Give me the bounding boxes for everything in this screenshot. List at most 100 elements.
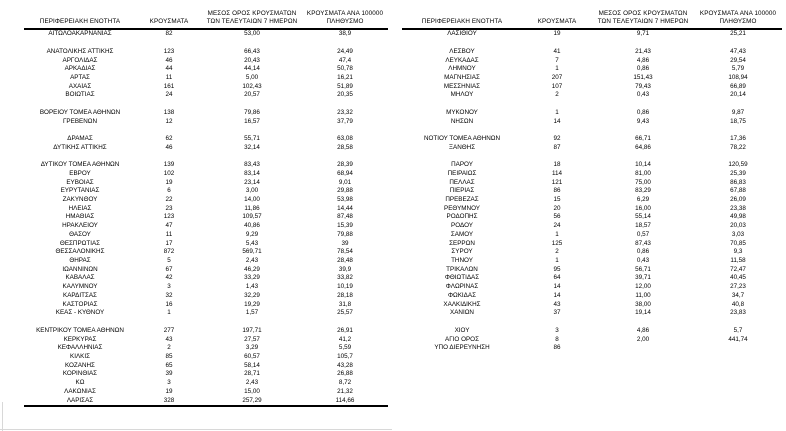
spacer-row — [402, 318, 782, 327]
table-row: ΜΥΚΟΝΟΥ 1 0,86 9,87 — [402, 109, 782, 118]
cases-cell: 6 — [167, 187, 171, 195]
per100k-cell: 28,58 — [337, 143, 353, 151]
table-row: ΕΒΡΟΥ 102 83,14 68,94 — [24, 170, 388, 179]
avg7-cell: 40,86 — [244, 222, 260, 230]
table-row: ΜΕΣΣΗΝΙΑΣ 107 79,43 66,89 — [402, 83, 782, 92]
per100k-cell: 49,98 — [730, 213, 746, 221]
table-row: ΥΠΟ ΔΙΕΡΕΥΝΗΣΗ 86 — [402, 344, 782, 353]
avg7-cell: 83,14 — [244, 169, 260, 177]
table-row: ΚΙΛΚΙΣ 85 60,57 105,7 — [24, 353, 388, 362]
cases-cell: 1 — [167, 309, 171, 317]
per100k-cell: 28,18 — [337, 291, 353, 299]
cases-cell: 47 — [165, 222, 173, 230]
per100k-cell: 78,54 — [337, 248, 353, 256]
col-header-avg7-label: ΜΕΣΟΣ ΟΡΟΣ ΚΡΟΥΣΜΑΤΩΝ ΤΩΝ ΤΕΛΕΥΤΑΙΩΝ 7 Η… — [206, 10, 298, 26]
col-header-per100k-label: ΚΡΟΥΣΜΑΤΑ ΑΝΑ 100000 ΠΛΗΘΥΣΜΟ — [306, 10, 384, 26]
region-name-cell: ΧΙΟΥ — [454, 326, 470, 334]
region-name-cell: ΤΡΙΚΑΛΩΝ — [446, 265, 478, 273]
avg7-cell: 11,86 — [244, 204, 260, 212]
avg7-cell: 1,43 — [245, 283, 259, 291]
avg7-cell: 9,43 — [636, 117, 650, 125]
region-name-cell: ΚΑΛΥΜΝΟΥ — [62, 283, 98, 291]
per100k-cell: 23,38 — [730, 204, 746, 212]
avg7-cell: 79,43 — [635, 82, 651, 90]
cases-cell: 328 — [136, 396, 202, 408]
table-row: ΡΟΔΟΥ 24 18,57 20,03 — [402, 222, 782, 231]
avg7-cell: 0,86 — [636, 65, 650, 73]
per100k-cell: 26,88 — [337, 370, 353, 378]
region-name-cell: ΛΕΥΚΑΔΑΣ — [445, 56, 479, 64]
cases-cell: 107 — [551, 82, 563, 90]
region-name-cell: ΒΟΡΕΙΟΥ ΤΟΜΕΑ ΑΘΗΝΩΝ — [39, 108, 121, 116]
per100k-cell: 5,7 — [733, 326, 743, 334]
table-row: ΝΟΤΙΟΥ ΤΟΜΕΑ ΑΘΗΝΩΝ 92 66,71 17,36 — [402, 135, 782, 144]
per100k-cell: 87,48 — [337, 213, 353, 221]
per100k-cell: 50,78 — [337, 65, 353, 73]
avg7-cell: 2,43 — [245, 379, 259, 387]
avg7-cell: 81,00 — [635, 169, 651, 177]
region-name-cell: ΜΕΣΣΗΝΙΑΣ — [443, 82, 481, 90]
per100k-cell: 66,89 — [730, 82, 746, 90]
cases-cell: 20 — [553, 204, 561, 212]
avg7-cell: 20,43 — [244, 56, 260, 64]
table-row: ΝΗΣΩΝ 14 9,43 18,75 — [402, 118, 782, 127]
cases-cell: 15 — [553, 196, 561, 203]
cases-cell: 39 — [165, 370, 173, 378]
region-name-cell: ΓΡΕΒΕΝΩΝ — [62, 117, 98, 125]
cases-cell: 56 — [553, 213, 561, 221]
region-name-cell: ΞΑΝΘΗΣ — [448, 143, 476, 151]
avg7-cell: 0,86 — [636, 108, 650, 116]
region-name-cell: ΡΟΔΟΠΗΣ — [446, 213, 478, 221]
region-name-cell: ΕΥΒΟΙΑΣ — [66, 178, 94, 186]
cases-cell: 16 — [165, 300, 173, 308]
table-row: ΦΘΙΩΤΙΔΑΣ 64 39,71 40,45 — [402, 274, 782, 283]
cases-cell: 42 — [165, 274, 173, 282]
cases-cell: 14 — [553, 291, 561, 299]
cases-cell: 2 — [555, 91, 559, 99]
table-row: ΘΕΣΣΑΛΟΝΙΚΗΣ 872 569,71 78,54 — [24, 248, 388, 257]
table-row: ΤΗΝΟΥ 1 0,43 11,58 — [402, 257, 782, 266]
region-name-cell: ΒΟΙΩΤΙΑΣ — [65, 91, 95, 99]
col-header-region: ΠΕΡΙΦΕΡΕΙΑΚΗ ΕΝΟΤΗΤΑ — [24, 10, 136, 31]
per100k-cell: 114,66 — [302, 396, 388, 408]
region-name-cell: ΗΛΕΙΑΣ — [68, 204, 92, 212]
cases-cell: 2 — [167, 344, 171, 352]
region-name-cell: ΣΕΡΡΩΝ — [449, 239, 475, 247]
avg7-cell: 83,29 — [635, 187, 651, 195]
region-name-cell: ΔΥΤΙΚΗΣ ΑΤΤΙΚΗΣ — [53, 143, 107, 151]
region-name-cell: ΠΑΡΟΥ — [451, 161, 473, 169]
avg7-cell: 0,86 — [636, 248, 650, 256]
spacer-row — [402, 152, 782, 161]
avg7-cell: 27,57 — [244, 335, 260, 343]
cases-cell: 7 — [555, 56, 559, 64]
table-row: ΠΑΡΟΥ 18 10,14 120,59 — [402, 161, 782, 170]
per100k-cell: 29,54 — [730, 56, 746, 64]
per100k-cell: 25,21 — [730, 30, 746, 38]
avg7-cell: 257,29 — [202, 396, 302, 408]
cases-cell: 14 — [553, 283, 561, 291]
table-row: ΠΕΛΛΑΣ 121 75,00 86,83 — [402, 179, 782, 188]
cases-cell: 3 — [167, 283, 171, 291]
region-name-cell: ΜΥΚΟΝΟΥ — [446, 108, 478, 116]
per100k-cell: 72,47 — [730, 265, 746, 273]
spacer-cell — [24, 100, 388, 109]
per100k-cell: 38,9 — [338, 30, 352, 38]
table-row: ΚΕΦΑΛΛΗΝΙΑΣ 2 3,29 5,59 — [24, 344, 388, 353]
cases-cell: 19 — [553, 30, 561, 38]
table-row: ΧΑΝΙΩΝ 37 19,14 23,83 — [402, 309, 782, 318]
avg7-cell: 9,71 — [636, 30, 650, 38]
avg7-cell: 19,29 — [244, 300, 260, 308]
region-name-cell: ΛΕΣΒΟΥ — [449, 47, 475, 55]
cases-cell: 123 — [163, 47, 175, 55]
avg7-cell: 14,00 — [244, 196, 260, 203]
region-name-cell: ΚΕΡΚΥΡΑΣ — [63, 335, 97, 343]
cases-cell: 11 — [165, 230, 173, 238]
region-name-cell: ΚΑΡΔΙΤΣΑΣ — [63, 291, 97, 299]
per100k-cell: 86,83 — [730, 178, 746, 186]
table-row: ΘΕΣΠΡΩΤΙΑΣ 17 5,43 39 — [24, 240, 388, 249]
table-row: ΛΑΡΙΣΑΣ 328 257,29 114,66 — [24, 396, 388, 408]
col-header-region-label: ΠΕΡΙΦΕΡΕΙΑΚΗ ΕΝΟΤΗΤΑ — [421, 18, 503, 26]
per100k-cell: 20,14 — [730, 91, 746, 99]
col-header-region: ΠΕΡΙΦΕΡΕΙΑΚΗ ΕΝΟΤΗΤΑ — [402, 10, 522, 31]
per100k-cell: 40,45 — [730, 274, 746, 282]
